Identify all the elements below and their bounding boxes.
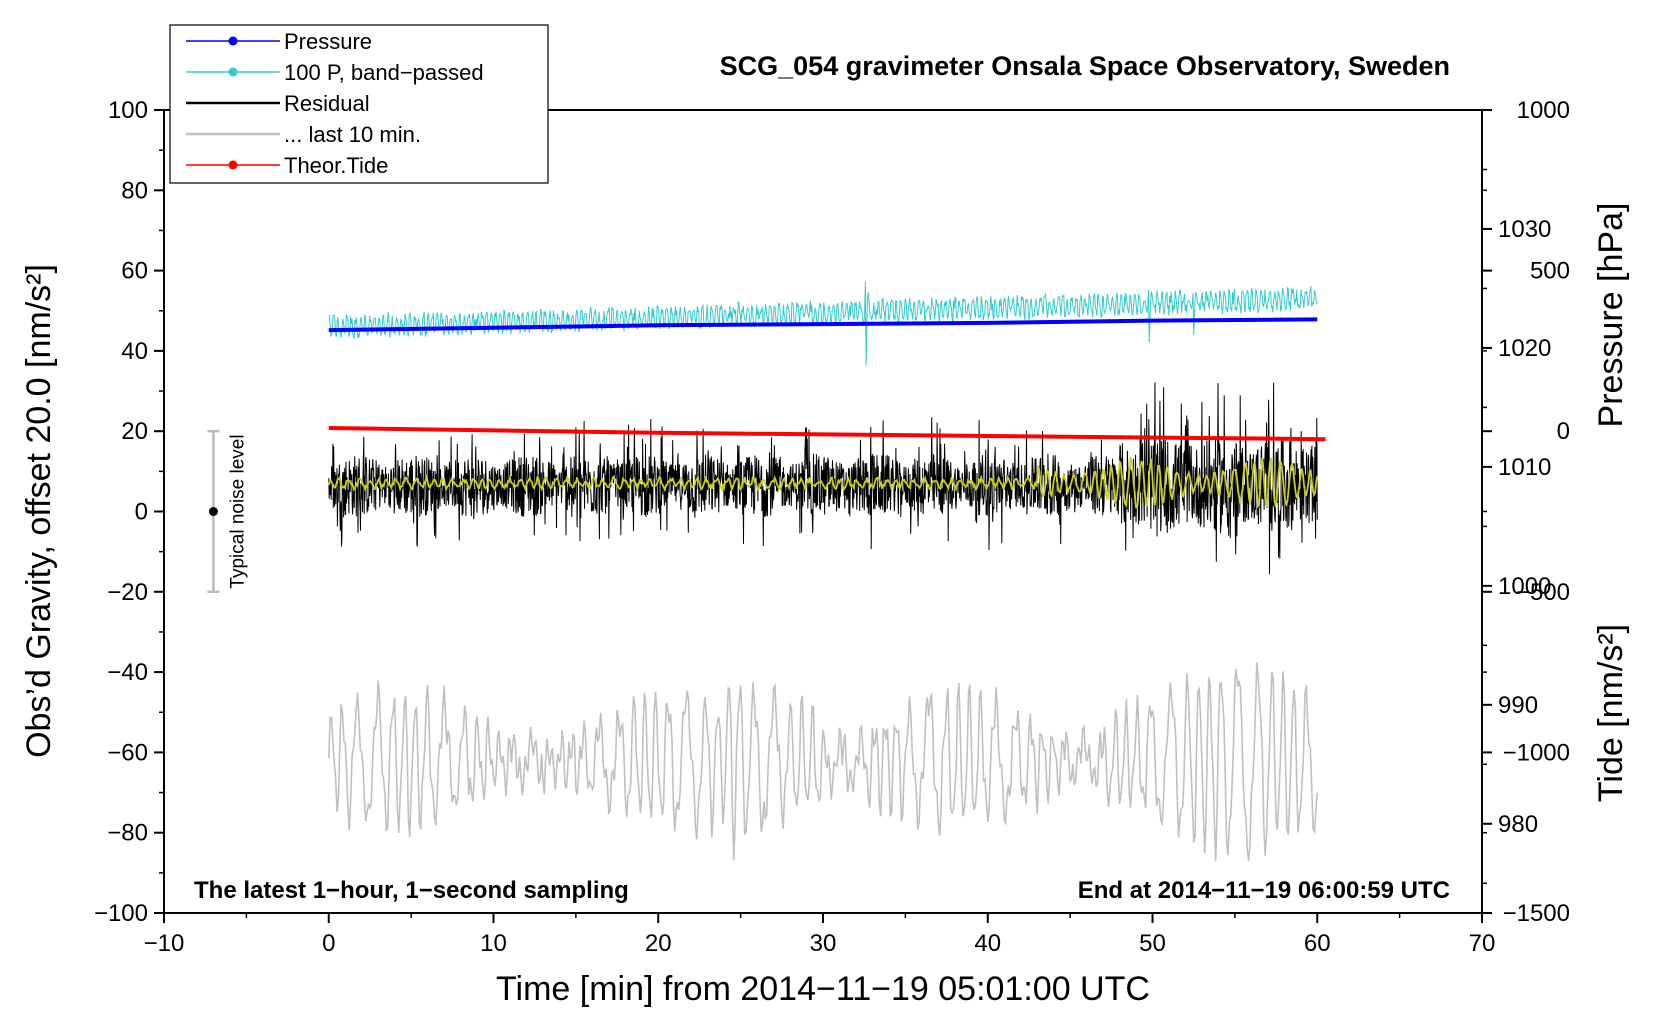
series-pressure bbox=[328, 317, 1318, 333]
annotation-end-time: End at 2014−11−19 06:00:59 UTC bbox=[1078, 877, 1450, 904]
pressure-tick-label: 990 bbox=[1498, 692, 1538, 719]
x-tick-label: 10 bbox=[480, 930, 507, 957]
y-tick-label: 60 bbox=[121, 258, 148, 285]
y-tick-label: −40 bbox=[107, 659, 148, 686]
y-tick-label: −20 bbox=[107, 579, 148, 606]
x-tick-label: −10 bbox=[144, 930, 185, 957]
y-axis-label-pressure: Pressure [hPa] bbox=[1592, 203, 1630, 428]
legend-item: ... last 10 min. bbox=[186, 122, 421, 147]
legend-marker bbox=[228, 67, 238, 77]
y-tick-label: −80 bbox=[107, 820, 148, 847]
axes: −10 0 10 20 30 40 50 60 70−100−80−60−40−20020406… bbox=[94, 97, 1570, 957]
y-tick-label: 80 bbox=[121, 177, 148, 204]
legend-item: 100 P, band−passed bbox=[186, 60, 484, 85]
y-axis-label-tide: Tide [nm/s²] bbox=[1592, 624, 1630, 802]
x-tick-label: 60 bbox=[1304, 930, 1331, 957]
x-tick-label: 70 bbox=[1469, 930, 1496, 957]
noise-level-bar: Typical noise level bbox=[207, 429, 248, 594]
pressure-tick-label: 1010 bbox=[1498, 454, 1551, 481]
y-tick-label: −100 bbox=[94, 900, 148, 927]
pressure-tick-label: 1000 bbox=[1498, 573, 1551, 600]
legend-label: 100 P, band−passed bbox=[284, 60, 484, 85]
x-axis-label: Time [min] from 2014−11−19 05:01:00 UTC bbox=[496, 970, 1150, 1008]
x-tick-label: 50 bbox=[1139, 930, 1166, 957]
y-tick-label: 40 bbox=[121, 338, 148, 365]
series-theoretical-tide bbox=[328, 426, 1326, 442]
pressure-tick-label: 980 bbox=[1498, 811, 1538, 838]
legend: Pressure 100 P, band−passed Residual ... la… bbox=[169, 24, 549, 184]
legend-item: Pressure bbox=[186, 29, 372, 54]
chart-title: SCG_054 gravimeter Onsala Space Observat… bbox=[720, 51, 1450, 81]
plot-traces bbox=[327, 281, 1326, 861]
y-tick-label: 0 bbox=[135, 499, 148, 526]
noise-bar-label: Typical noise level bbox=[227, 434, 248, 588]
y-tick-label: 20 bbox=[121, 418, 148, 445]
y-axis-label-left: Obs’d Gravity, offset 20.0 [nm/s²] bbox=[20, 264, 58, 758]
tide-tick-label: −1000 bbox=[1503, 739, 1570, 766]
y-tick-label: 100 bbox=[108, 97, 148, 124]
legend-item: Theor.Tide bbox=[186, 153, 388, 178]
legend-label: Pressure bbox=[284, 29, 372, 54]
annotation-sampling: The latest 1−hour, 1−second sampling bbox=[194, 877, 629, 904]
series-last-10-min bbox=[328, 662, 1319, 861]
tide-tick-label: −1500 bbox=[1503, 900, 1570, 927]
tide-tick-label: 0 bbox=[1557, 418, 1570, 445]
x-tick-label: 40 bbox=[974, 930, 1001, 957]
series-residual-smoothed bbox=[327, 455, 1319, 509]
x-tick-label: 20 bbox=[645, 930, 672, 957]
pressure-tick-label: 1030 bbox=[1498, 216, 1551, 243]
pressure-tick-label: 1020 bbox=[1498, 335, 1551, 362]
legend-marker bbox=[228, 36, 238, 46]
legend-item: Residual bbox=[186, 91, 370, 116]
legend-label: Theor.Tide bbox=[284, 153, 388, 178]
legend-label: ... last 10 min. bbox=[284, 122, 421, 147]
x-tick-label: 30 bbox=[810, 930, 837, 957]
legend-marker bbox=[228, 160, 238, 170]
tide-tick-label: 500 bbox=[1530, 258, 1570, 285]
series-band-passed-pressure bbox=[328, 281, 1318, 366]
x-tick-label: 0 bbox=[322, 930, 335, 957]
noise-bar-center bbox=[208, 507, 218, 516]
y-tick-label: −60 bbox=[107, 739, 148, 766]
tide-tick-label: 1000 bbox=[1517, 97, 1570, 124]
legend-label: Residual bbox=[284, 91, 370, 116]
tide-tick-label: −500 bbox=[1516, 579, 1570, 606]
